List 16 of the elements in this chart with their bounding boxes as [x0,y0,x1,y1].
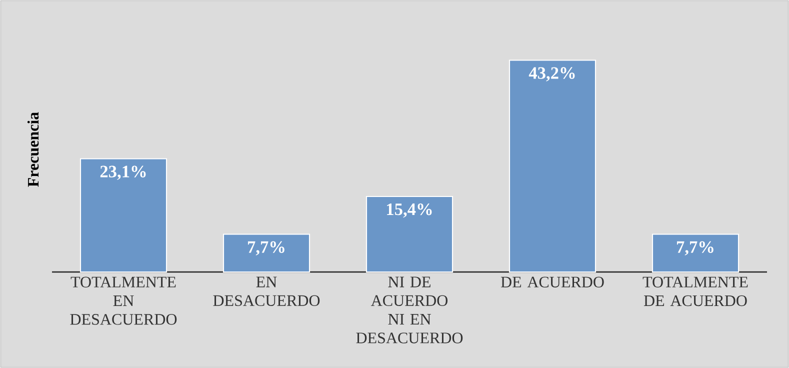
bar [366,196,454,273]
data-label: 23,1% [100,166,146,180]
x-tick-label: DE ACUERDO [500,276,604,288]
bar [80,158,168,273]
x-tick-label: TOTALMENTE DE ACUERDO [642,276,748,306]
x-tick-label: NI DE ACUERDO NI EN DESACUERDO [356,276,463,344]
bar [652,234,740,273]
data-label: 43,2% [528,67,575,82]
x-tick-label: TOTALMENTE EN DESACUERDO [70,276,177,325]
data-label: 7,7% [676,241,714,256]
y-axis-title: Frecuencia [27,112,39,187]
bar [508,60,596,273]
x-tick-label: EN DESACUERDO [213,276,320,306]
data-label: 15,4% [387,203,432,218]
bar [222,234,310,273]
data-label: 7,7% [248,241,284,256]
